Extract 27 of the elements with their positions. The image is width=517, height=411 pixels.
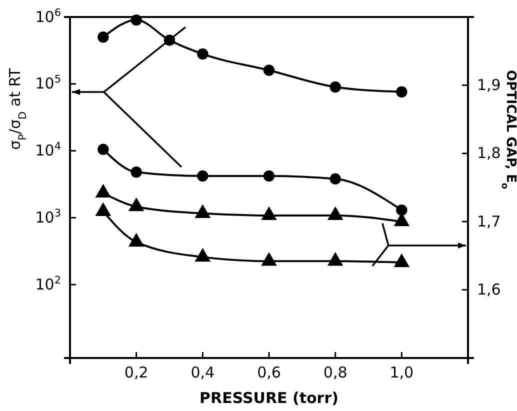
y2-tick-label: 1,9 [477, 76, 501, 94]
x-tick-label: 0,2 [124, 364, 148, 382]
point [330, 81, 341, 93]
point [197, 48, 208, 60]
y-tick-label: 10$^{6}$ [35, 6, 62, 26]
point [98, 144, 109, 155]
y2-tick-label: 1,8 [477, 144, 501, 162]
y2-tick-label: 1,7 [477, 212, 501, 230]
point [130, 14, 142, 26]
point [197, 170, 208, 182]
x-tick-label: 1,0 [390, 364, 414, 382]
point [130, 166, 142, 178]
point [98, 32, 109, 43]
y-tick-label: 10$^{5}$ [35, 74, 61, 93]
point [263, 64, 275, 76]
y-tick-label: 10$^{4}$ [35, 140, 62, 160]
y-tick-label: 10$^{3}$ [35, 208, 61, 227]
point [396, 86, 408, 98]
x-tick-label: 0,8 [323, 364, 348, 382]
x-axis-title: PRESSURE (torr) [200, 389, 338, 407]
y2-tick-label: 1,6 [477, 280, 501, 299]
x-tick-label: 0,4 [190, 364, 215, 382]
point [263, 170, 275, 182]
point [396, 204, 408, 216]
y-tick-label: 10$^{2}$ [35, 274, 61, 294]
x-tick-label: 0,6 [257, 364, 281, 382]
point [330, 173, 341, 185]
